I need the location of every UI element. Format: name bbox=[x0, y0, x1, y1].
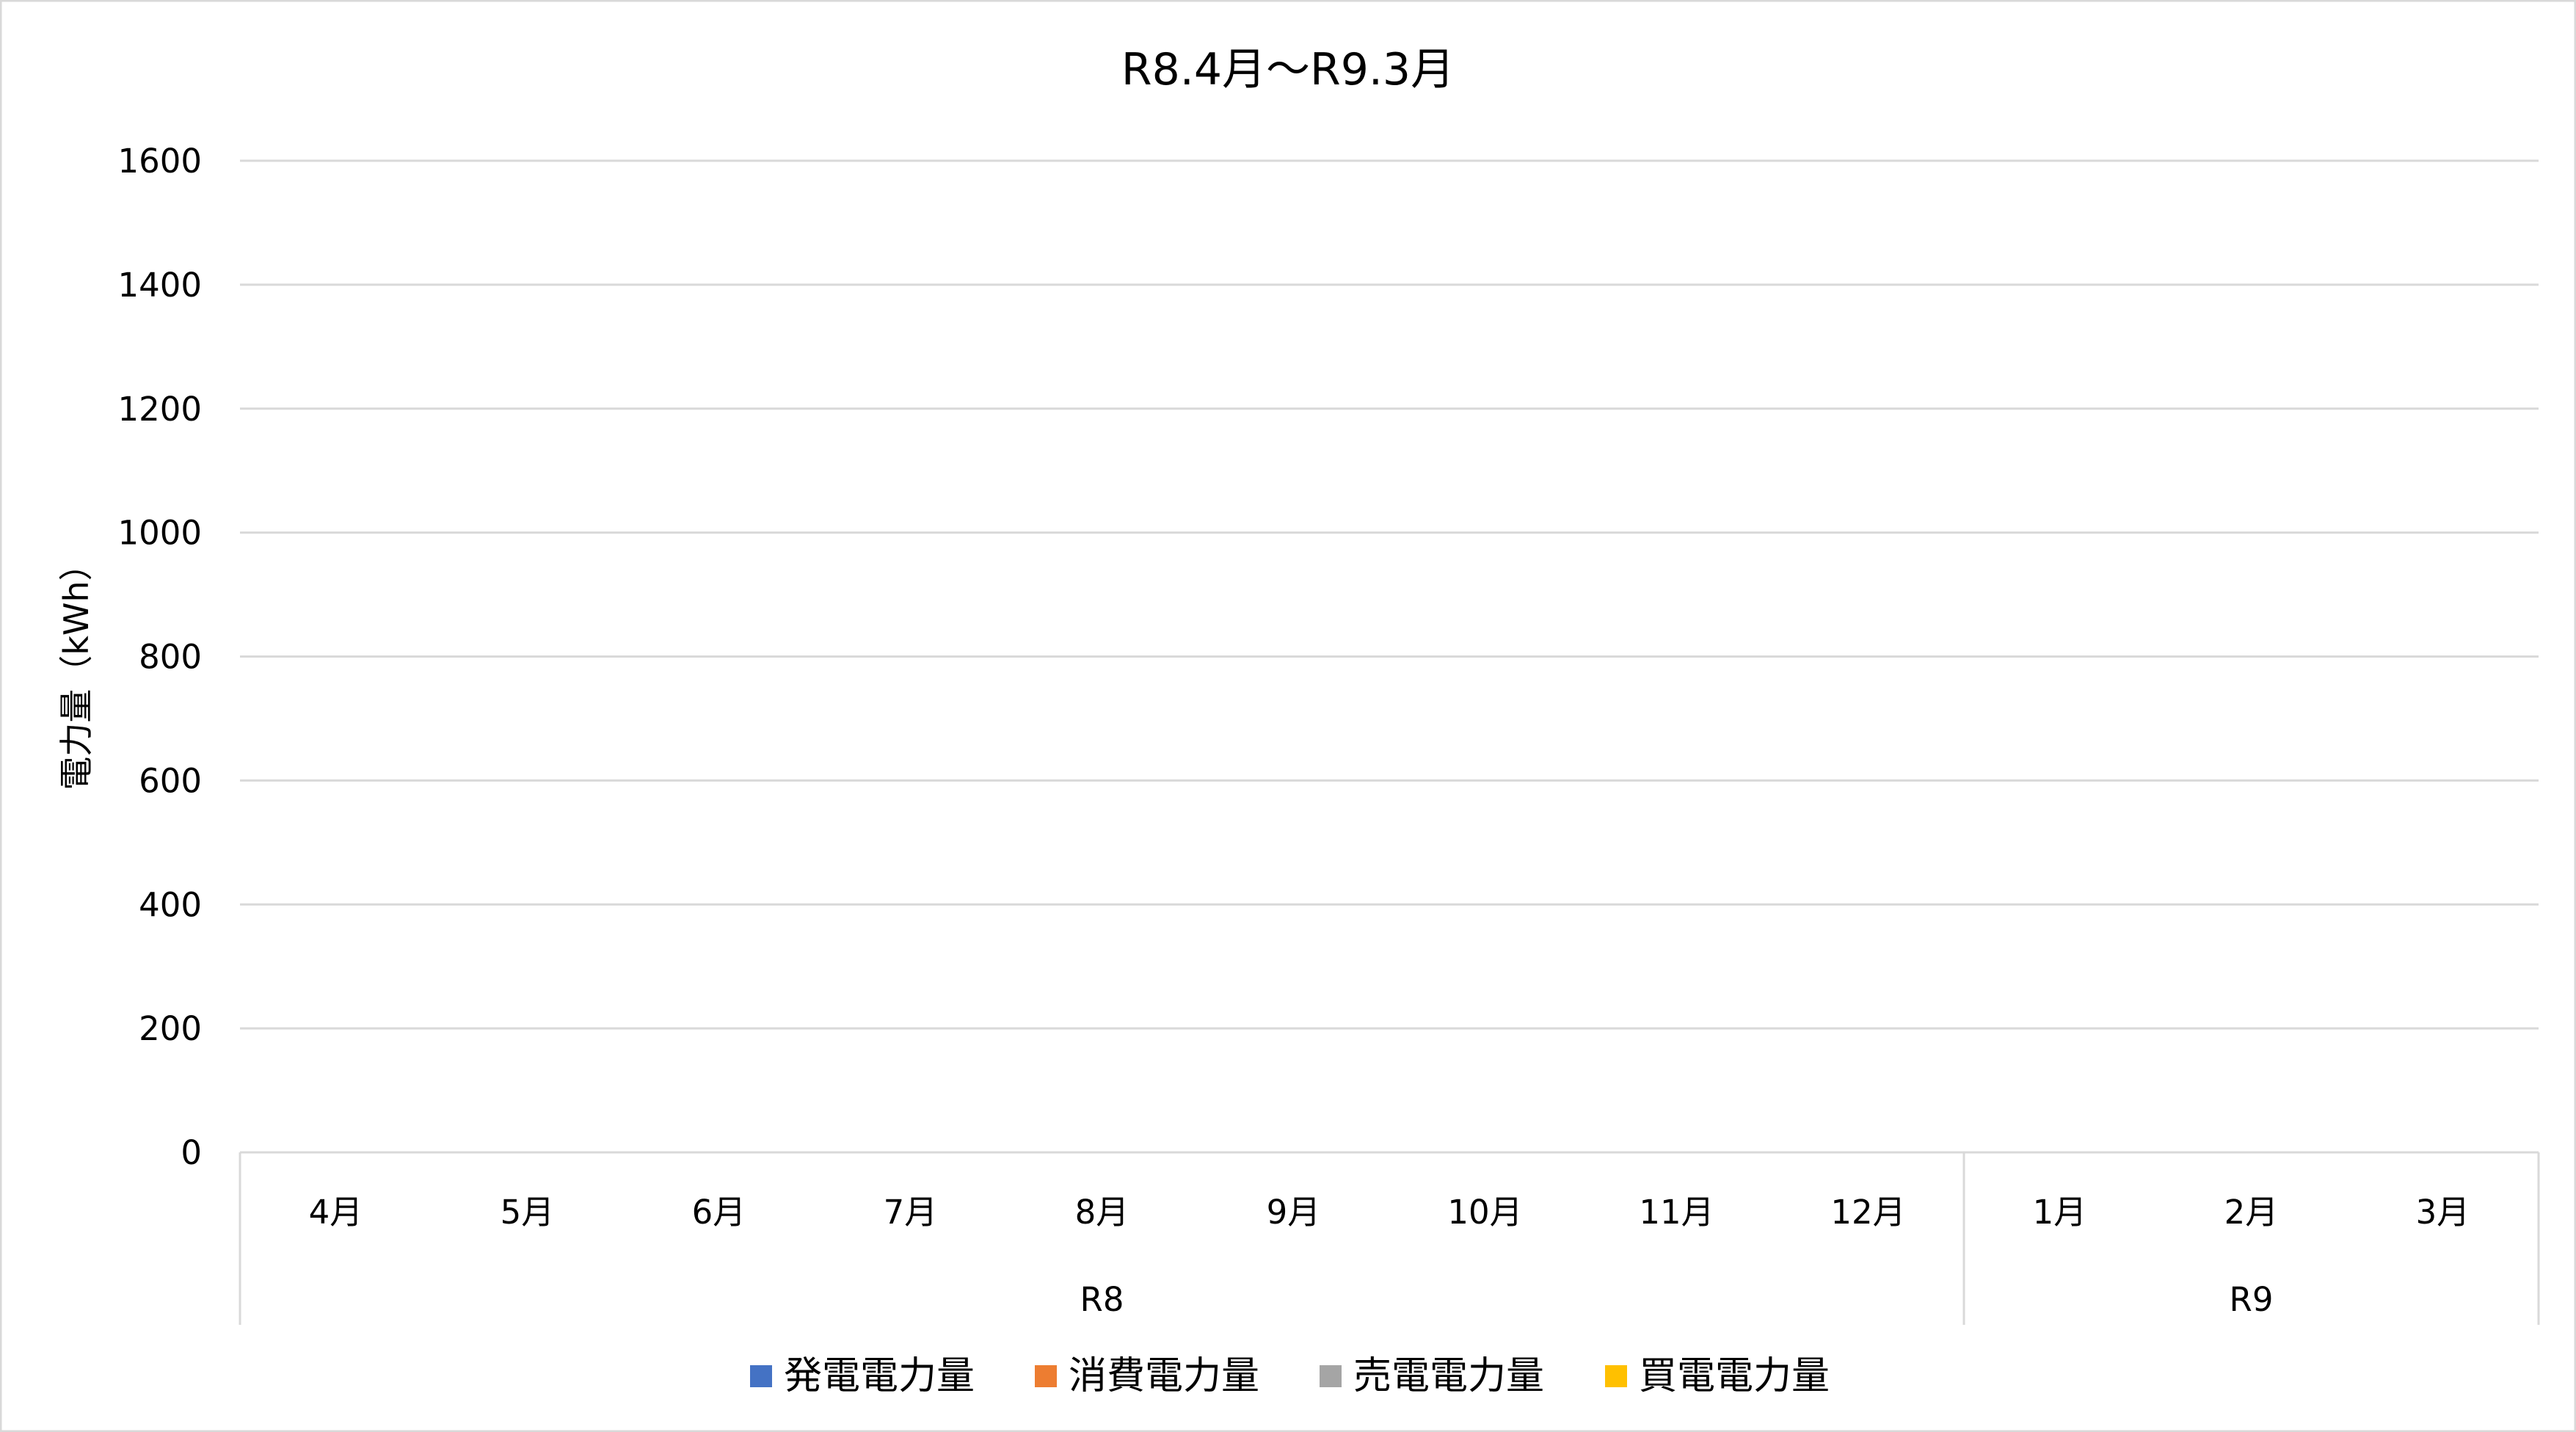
legend-label: 売電電力量 bbox=[1353, 1354, 1544, 1398]
legend-swatch bbox=[1605, 1365, 1627, 1387]
x-tick-label: 8月 bbox=[1075, 1193, 1129, 1232]
legend-label: 発電電力量 bbox=[784, 1354, 975, 1398]
legend: 発電電力量 消費電力量 売電電力量 買電電力量 bbox=[750, 1354, 1830, 1398]
legend-swatch bbox=[1035, 1365, 1057, 1387]
legend-swatch bbox=[1320, 1365, 1342, 1387]
x-tick-label: 10月 bbox=[1447, 1193, 1522, 1232]
y-tick-label: 400 bbox=[139, 885, 202, 924]
y-tick-label: 0 bbox=[181, 1133, 202, 1172]
x-tick-label: 2月 bbox=[2224, 1193, 2279, 1232]
x-tick-label: 4月 bbox=[309, 1193, 363, 1232]
category-axis: 4月 5月 6月 7月 8月 9月 10月 11月 12月 1月 2月 3月 R8 R9 bbox=[239, 1151, 2540, 1325]
y-tick-label: 600 bbox=[139, 761, 202, 800]
y-tick-label: 800 bbox=[139, 638, 202, 677]
y-tick-label: 1600 bbox=[117, 142, 202, 181]
x-tick-label: 7月 bbox=[884, 1193, 938, 1232]
x-tick-label: 3月 bbox=[2416, 1193, 2470, 1232]
y-axis-label: 電力量（kWh） bbox=[57, 547, 96, 790]
x-tick-label: 12月 bbox=[1830, 1193, 1905, 1232]
group-label: R8 bbox=[1080, 1280, 1124, 1319]
y-tick-label: 1200 bbox=[117, 390, 202, 429]
y-tick-label: 1400 bbox=[117, 266, 202, 305]
x-tick-label: 11月 bbox=[1639, 1193, 1714, 1232]
chart-title: R8.4月～R9.3月 bbox=[1121, 44, 1455, 95]
x-tick-label: 9月 bbox=[1267, 1193, 1321, 1232]
group-label: R9 bbox=[2230, 1280, 2274, 1319]
x-tick-label: 6月 bbox=[692, 1193, 746, 1232]
y-tick-label: 1000 bbox=[117, 514, 202, 553]
y-tick-label: 200 bbox=[139, 1009, 202, 1048]
x-tick-label: 1月 bbox=[2033, 1193, 2087, 1232]
legend-label: 買電電力量 bbox=[1639, 1354, 1830, 1398]
y-tick-labels: 0 200 400 600 800 1000 1200 1400 1600 bbox=[117, 142, 202, 1172]
x-tick-label: 5月 bbox=[501, 1193, 555, 1232]
legend-swatch bbox=[750, 1365, 772, 1387]
gridlines bbox=[240, 159, 2539, 1030]
legend-label: 消費電力量 bbox=[1069, 1354, 1259, 1398]
